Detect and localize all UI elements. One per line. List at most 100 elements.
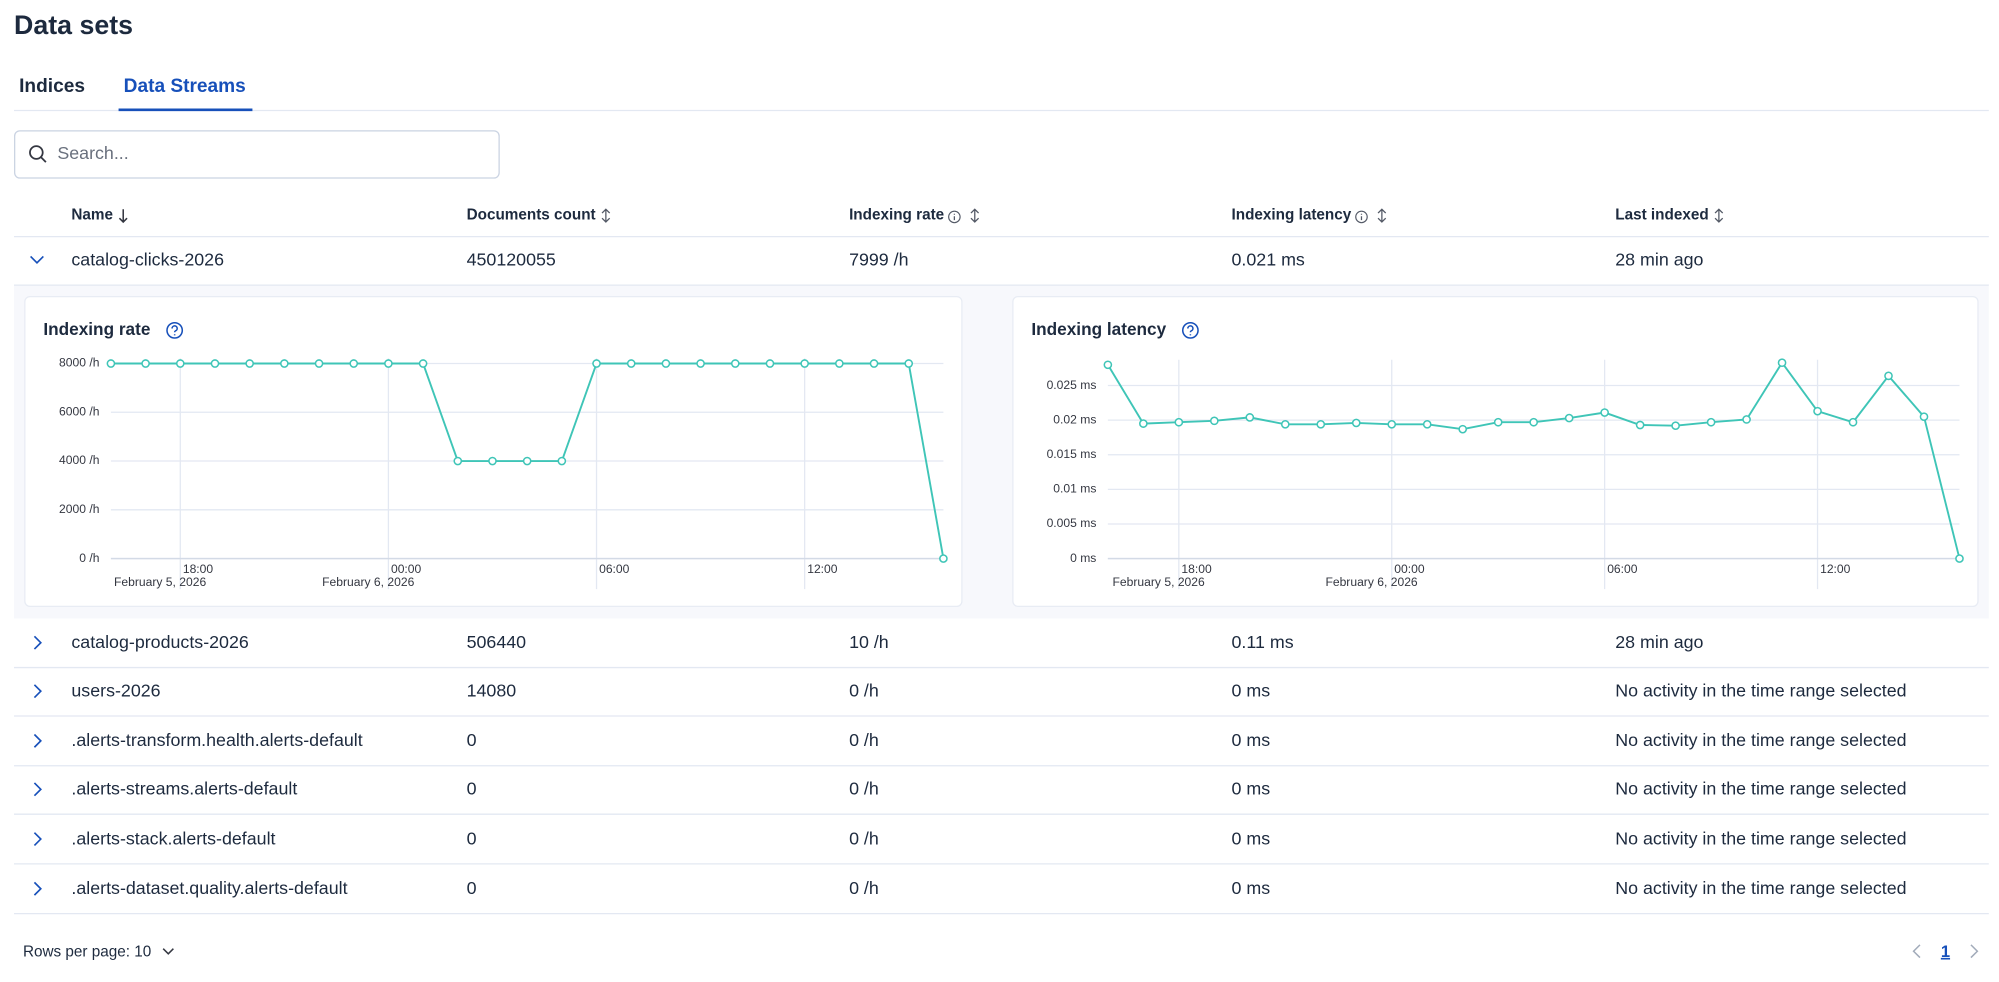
table-cell: 0 ms [1232,828,1271,848]
chart-card [24,295,963,608]
point [1919,412,1929,422]
column-header[interactable]: Last indexed [1615,207,1708,224]
point [800,359,809,368]
column-header[interactable]: Documents count [467,207,596,224]
help-icon [171,325,178,336]
point [1245,413,1255,422]
point [1103,360,1113,370]
search-box[interactable] [14,130,500,179]
table-cell: 0 [467,779,477,799]
expand-chevron[interactable] [33,733,42,748]
x-tick-label: 06:00 [1607,562,1638,576]
next-page[interactable] [1970,944,1979,959]
point [1209,416,1219,426]
point [418,359,428,368]
expand-chevron[interactable] [33,782,42,797]
point [1529,417,1539,427]
table-cell: 0.021 ms [1232,250,1305,270]
point [1884,371,1893,381]
point [661,359,671,368]
point [1635,420,1645,430]
table-cell: 0 ms [1232,779,1271,799]
info-icon [1355,210,1368,224]
help-icon [1187,325,1194,336]
y-tick-label: 8000 /h [59,356,99,370]
table-cell: 0 ms [1232,730,1271,750]
column-header[interactable]: Indexing rate [849,207,944,224]
point [730,359,740,368]
point [1387,419,1397,429]
help-icon[interactable] [166,321,184,339]
table-cell: 450120055 [467,250,556,270]
expand-chevron[interactable] [33,635,42,650]
table-cell: No activity in the time range selected [1615,828,1906,848]
sort-icon[interactable] [1377,208,1387,223]
rows-per-page[interactable]: Rows per page: 10 [23,944,151,961]
y-tick-label: 0.02 ms [1053,412,1096,426]
point [765,359,775,368]
point [1351,418,1361,428]
x-tick-label: 12:00 [807,562,838,576]
tab-active[interactable]: Data Streams [124,76,246,97]
sort-icon[interactable] [118,209,128,224]
collapse-chevron[interactable] [30,255,44,264]
point [1955,554,1964,563]
x-tick-label: 00:00 [1394,562,1425,576]
search-icon [29,145,44,160]
point [1777,358,1787,368]
x-tick-date: February 5, 2026 [114,575,206,589]
table-cell: 7999 /h [849,250,908,270]
sort-icon[interactable] [970,208,980,223]
table-cell: 0.11 ms [1232,632,1294,652]
point [1742,415,1751,424]
table-cell: 0 /h [849,681,879,701]
tab[interactable]: Indices [19,76,85,97]
y-tick-label: 0 /h [79,551,99,565]
table-cell: .alerts-dataset.quality.alerts-default [71,878,347,898]
expand-chevron[interactable] [33,881,42,896]
search-icon [40,156,47,163]
y-tick-label: 0.015 ms [1047,447,1097,461]
expand-chevron[interactable] [33,684,42,699]
table-cell: 0 [467,730,477,750]
point [939,554,948,563]
point [488,456,497,466]
table-cell: 0 [467,828,477,848]
y-tick-label: 0.005 ms [1047,516,1097,530]
sort-icon[interactable] [1714,208,1724,223]
y-tick-label: 0.025 ms [1047,378,1097,392]
expand-chevron[interactable] [33,832,42,847]
x-tick-date: February 6, 2026 [1325,575,1417,589]
point [175,359,185,368]
point [453,456,463,466]
point [210,359,220,368]
x-tick-label: 12:00 [1820,562,1851,576]
prev-page[interactable] [1912,944,1921,959]
point [696,359,705,368]
table-cell: .alerts-streams.alerts-default [71,779,297,799]
x-tick-date: February 6, 2026 [322,575,414,589]
column-header[interactable]: Indexing latency [1232,207,1352,224]
table-cell: 28 min ago [1615,250,1703,270]
point [1706,417,1716,427]
table-cell: No activity in the time range selected [1615,730,1906,750]
point [904,359,914,368]
rows-per-page-caret[interactable] [162,948,174,955]
point [522,456,532,466]
table-cell: .alerts-transform.health.alerts-default [71,730,362,750]
y-tick-label: 0.01 ms [1053,482,1096,496]
sort-icon[interactable] [601,208,611,223]
page-number[interactable]: 1 [1941,942,1950,961]
table-cell: .alerts-stack.alerts-default [71,828,275,848]
column-header[interactable]: Name [71,207,113,224]
table-cell: No activity in the time range selected [1615,878,1906,898]
point [626,359,636,368]
x-tick-label: 18:00 [1181,562,1212,576]
point [1422,419,1432,429]
y-tick-label: 2000 /h [59,502,99,516]
help-icon[interactable] [1181,321,1199,339]
point [245,359,254,368]
search-placeholder: Search... [57,143,128,163]
point [280,359,289,368]
